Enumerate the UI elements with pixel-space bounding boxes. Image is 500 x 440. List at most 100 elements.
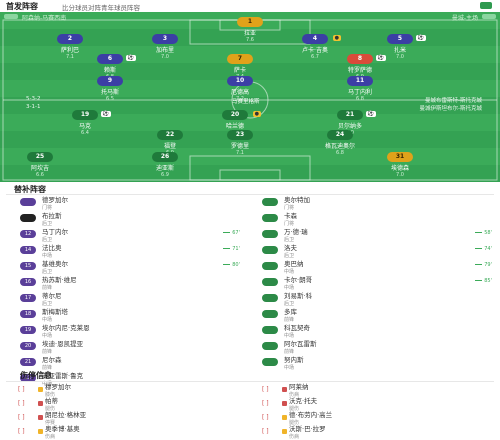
player-rating: 7.0	[396, 54, 404, 60]
player-marker[interactable]: 25 阿坎吉 6.6	[10, 152, 70, 178]
bench-player-name: 尼尔森	[42, 355, 62, 364]
player-marker[interactable]: 26 迪亚斯 6.9	[135, 152, 195, 178]
center-label: 马赛里格斯	[232, 99, 260, 105]
bench-player-role: 后卫	[284, 252, 295, 259]
shirt-number-chip	[262, 310, 278, 318]
player-marker[interactable]: 24 格瓦迪奥尔 6.8	[310, 130, 370, 156]
bench-player-role: 中场	[284, 332, 295, 339]
bench-player-name: 卡尔·朗哥	[284, 275, 313, 284]
bench-player-name: 马丁内尔	[42, 227, 68, 236]
bench-player-row[interactable]: 布拉斯 后卫	[20, 210, 240, 227]
player-marker[interactable]: 23 罗德里 7.1	[210, 130, 270, 156]
injury-row[interactable]: [ ] 帕蒂 腿伤	[18, 396, 238, 412]
bench-player-row[interactable]: 科瓦契奇 中场	[262, 322, 492, 339]
injured-player-name: 阿莱纳	[289, 382, 309, 391]
player-marker[interactable]: 31 埃德森 7.0	[370, 152, 430, 178]
bench-player-name: 德罗加尔	[42, 195, 68, 204]
injury-reason: 停赛	[45, 419, 56, 426]
player-name: 赖斯	[103, 67, 116, 74]
injured-player-name: 朗尼拉·格林亚	[45, 410, 87, 419]
sub-time: 71'	[223, 246, 240, 252]
player-rating: 6.8	[336, 150, 344, 156]
bench-player-row[interactable]: 万·德·瑞 后卫 58'	[262, 226, 492, 243]
bench-player-role: 中场	[42, 252, 53, 259]
toggle-icon[interactable]	[480, 2, 492, 9]
bench-player-row[interactable]: 19 埃尔内尼·克莱恩 中场	[20, 322, 240, 339]
player-number: 10	[227, 76, 253, 86]
player-marker[interactable]: 19 ⚽ 马克 6.4	[55, 110, 115, 136]
bench-player-row[interactable]: 21 尼尔森 前锋	[20, 354, 240, 371]
injury-reason: 膝伤	[45, 391, 56, 398]
player-rating: 7.1	[66, 54, 74, 60]
bench-player-role: 中场	[42, 380, 53, 387]
injury-row[interactable]: [ ] 沃克·托夫 腿伤	[262, 396, 492, 412]
injury-row[interactable]: [ ] 阿莱纳 伤病	[262, 382, 492, 398]
injury-row[interactable]: [ ] 德·布劳内·高兰 腿伤	[262, 410, 492, 426]
bench-player-row[interactable]: 20 埃迪·恩凯提亚 前锋	[20, 338, 240, 355]
bench-player-row[interactable]: 努内斯 中场	[262, 354, 492, 371]
player-marker[interactable]: 5 ⚽ 扎米 7.0	[370, 34, 430, 60]
player-number: 21	[337, 110, 363, 120]
bench-player-role: 后卫	[42, 268, 53, 275]
bench-home-list: 德罗加尔 门将 布拉斯 后卫 12 马丁内尔 后卫 67' 14 法比奥 中场 71' 15 基维奥尔 后卫…	[20, 194, 240, 387]
bench-player-row[interactable]: 卡尔·朗哥 中场 85'	[262, 274, 492, 291]
player-number: 31	[387, 152, 413, 162]
injury-row[interactable]: [ ] 沃斯·巴·拉罗 伤病	[262, 424, 492, 440]
player-number: 9	[97, 76, 123, 86]
bench-player-name: 布拉斯	[42, 211, 62, 220]
player-name: 拉亚	[243, 30, 256, 37]
player-marker[interactable]: 10 厄德高 7.2	[210, 76, 270, 102]
bench-player-role: 前锋	[284, 316, 295, 323]
injury-row[interactable]: [ ] 穆罗加尔 膝伤	[18, 382, 238, 398]
player-marker[interactable]: 9 托马斯 6.5	[80, 76, 140, 102]
player-rating: 6.4	[81, 130, 89, 136]
shirt-number-chip	[262, 214, 278, 222]
bench-player-name: 刘易斯·科	[284, 291, 313, 300]
bench-player-row[interactable]: 17 蒂尔尼 后卫	[20, 290, 240, 307]
bench-player-row[interactable]: 22 苏亚雷斯·鲁克 中场	[20, 370, 240, 387]
sub-time: 67'	[223, 230, 240, 236]
bench-player-row[interactable]: 阿尔瓦雷斯 前锋	[262, 338, 492, 355]
player-name: 加布里	[155, 47, 174, 54]
player-number: 26	[152, 152, 178, 162]
bench-player-row[interactable]: 12 马丁内尔 后卫 67'	[20, 226, 240, 243]
injury-bracket-icon: [ ]	[18, 427, 25, 435]
shirt-number-chip	[262, 342, 278, 350]
bench-player-name: 阿尔瓦雷斯	[284, 339, 317, 348]
shirt-number-chip: 22	[20, 374, 36, 382]
injury-row[interactable]: [ ] 朗尼拉·格林亚 停赛	[18, 410, 238, 426]
injury-row[interactable]: [ ] 奥季博·基奥 伤病	[18, 424, 238, 440]
player-marker[interactable]: 11 马丁内利 6.8	[330, 76, 390, 102]
bench-player-name: 热苏斯·维尼	[42, 275, 77, 284]
lineup-subtitle: 比分球员对阵青年球员阵容	[62, 4, 140, 12]
injured-player-name: 奥季博·基奥	[45, 424, 80, 433]
player-marker[interactable]: 2 萨利巴 7.1	[40, 34, 100, 60]
bench-player-row[interactable]: 18 斯梅斯塔 中场	[20, 306, 240, 323]
shirt-number-chip: 19	[20, 326, 36, 334]
bench-player-row[interactable]: 14 法比奥 中场 71'	[20, 242, 240, 259]
bench-player-row[interactable]: 刘易斯·科 后卫	[262, 290, 492, 307]
player-name: 埃德森	[390, 165, 409, 172]
bench-player-row[interactable]: 奥尔特加 门将	[262, 194, 492, 211]
player-marker[interactable]: 4 ● 卢卡·吉奥 6.7	[285, 34, 345, 60]
bench-player-row[interactable]: 15 基维奥尔 后卫 80'	[20, 258, 240, 275]
home-formation: 5-3-2	[26, 96, 41, 102]
bench-player-row[interactable]: 16 热苏斯·维尼 前锋	[20, 274, 240, 291]
player-number: 11	[347, 76, 373, 86]
bench-player-role: 中场	[284, 268, 295, 275]
bench-player-row[interactable]: 洛夫 后卫 74'	[262, 242, 492, 259]
bench-player-row[interactable]: 卡森 门将	[262, 210, 492, 227]
bench-player-name: 洛夫	[284, 243, 297, 252]
bench-player-name: 斯梅斯塔	[42, 307, 68, 316]
player-number: 8	[347, 54, 373, 64]
player-marker[interactable]: 1 拉亚 7.6	[220, 17, 280, 43]
team-bar: 阿森纳-马赛西南 曼城-主场	[0, 12, 500, 22]
player-marker[interactable]: 3 加布里 7.0	[135, 34, 195, 60]
bench-player-role: 中场	[42, 316, 53, 323]
player-name: 托马斯	[100, 89, 119, 96]
player-name: 哈兰德	[225, 123, 244, 130]
bench-player-row[interactable]: 德罗加尔 门将	[20, 194, 240, 211]
player-rating: 7.0	[396, 172, 404, 178]
bench-player-row[interactable]: 奥巴纳 中场 79'	[262, 258, 492, 275]
bench-player-row[interactable]: 多库 前锋	[262, 306, 492, 323]
